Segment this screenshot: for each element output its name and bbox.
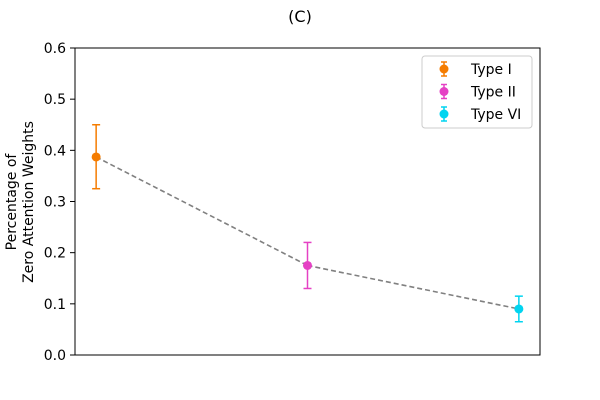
y-tick-label: 0.4 xyxy=(44,143,66,159)
chart-title: (C) xyxy=(288,7,312,26)
data-marks xyxy=(91,124,524,323)
y-tick-label: 0.2 xyxy=(44,246,66,262)
y-tick-label: 0.5 xyxy=(44,92,66,108)
series-3 xyxy=(514,295,524,323)
data-point xyxy=(303,260,312,270)
legend-marker xyxy=(439,64,449,74)
legend-marker xyxy=(439,109,449,119)
series-1 xyxy=(91,124,101,190)
y-tick-label: 0.0 xyxy=(44,348,66,364)
y-axis-label: Percentage of Zero Attention Weights xyxy=(4,121,37,283)
y-tick-label: 0.3 xyxy=(44,195,66,211)
series-2 xyxy=(303,241,312,290)
legend-label: Type II xyxy=(470,85,516,101)
legend: Type I Type II Type VI xyxy=(421,55,533,129)
y-tick-label: 0.1 xyxy=(44,297,66,313)
legend-label: Type I xyxy=(470,62,512,78)
legend-item-1: Type I xyxy=(439,61,512,78)
legend-marker xyxy=(439,87,449,96)
legend-box xyxy=(421,55,533,129)
y-axis-label-line-1: Percentage of xyxy=(4,153,20,251)
legend-label: Type VI xyxy=(470,107,521,123)
connector-line-1 xyxy=(307,264,520,310)
legend-item-3: Type VI xyxy=(439,106,521,123)
legend-item-2: Type II xyxy=(439,83,516,101)
data-point xyxy=(91,152,101,162)
y-tick-label: 0.6 xyxy=(44,41,66,57)
connector-line-0 xyxy=(95,156,308,267)
y-ticks: 0.0 0.1 0.2 0.3 0.4 0.5 0.6 xyxy=(44,41,75,364)
data-point xyxy=(514,304,524,314)
plot-frame xyxy=(74,47,541,356)
y-axis-label-line-2: Zero Attention Weights xyxy=(21,121,37,283)
